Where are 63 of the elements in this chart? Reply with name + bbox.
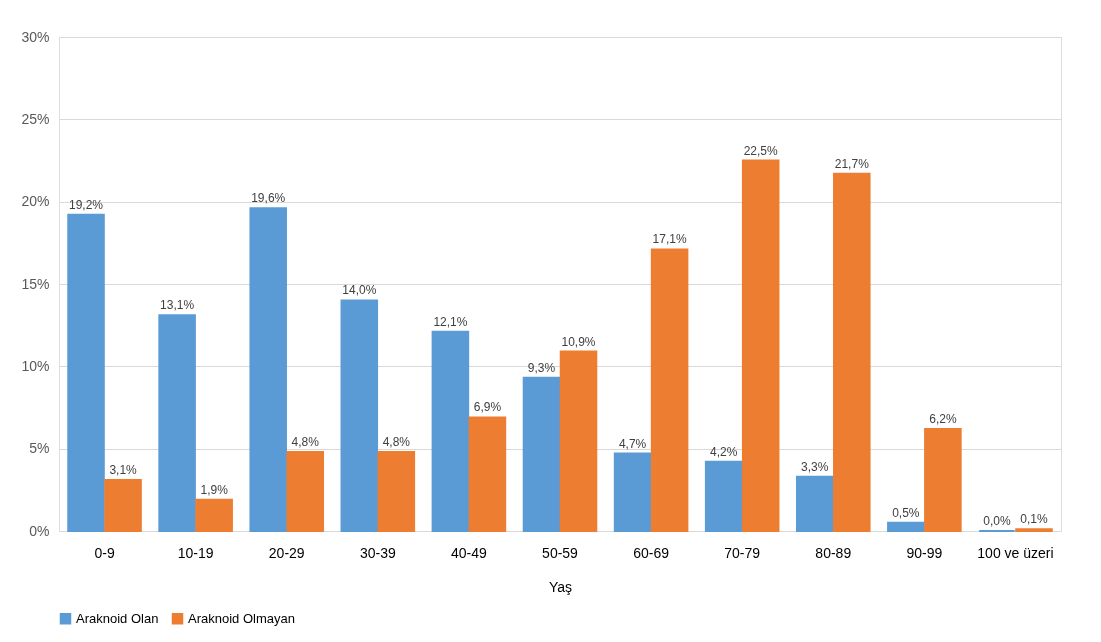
- bar: [195, 498, 233, 532]
- data-label: 3,3%: [801, 459, 829, 474]
- data-label: 6,9%: [473, 400, 502, 415]
- x-tick-label: 50-59: [542, 544, 579, 561]
- bar: [833, 172, 871, 532]
- bar: [741, 159, 780, 532]
- legend-label: Araknoid Olan: [76, 610, 159, 626]
- data-label: 17,1%: [652, 232, 687, 247]
- x-tick-label: 100 ve üzeri: [977, 544, 1054, 561]
- x-tick-label: 40-49: [451, 544, 488, 561]
- data-label: 21,7%: [834, 156, 870, 171]
- bar: [431, 330, 470, 532]
- x-axis-title: Yaş: [548, 578, 573, 595]
- y-tick-label: 25%: [21, 110, 50, 127]
- y-tick-label: 20%: [21, 193, 50, 210]
- bar: [158, 314, 196, 532]
- bar: [924, 427, 962, 532]
- bar: [887, 521, 925, 532]
- x-tick-label: 10-19: [177, 544, 214, 561]
- data-label: 4,7%: [618, 436, 647, 451]
- data-label: 6,2%: [929, 411, 957, 426]
- bar: [249, 207, 287, 532]
- data-label: 12,1%: [433, 314, 468, 329]
- bar: [377, 450, 416, 532]
- data-label: 0,5%: [892, 505, 920, 520]
- bar: [795, 475, 834, 532]
- data-label: 14,0%: [342, 283, 377, 298]
- y-tick-label: 10%: [21, 357, 50, 374]
- y-tick-label: 0%: [29, 522, 50, 539]
- x-tick-label: 80-89: [815, 544, 852, 561]
- bar: [67, 213, 105, 532]
- bar: [613, 452, 652, 532]
- x-tick-label: 70-79: [724, 544, 761, 561]
- legend-label: Araknoid Olmayan: [188, 610, 295, 626]
- data-label: 19,6%: [251, 191, 286, 206]
- bar: [104, 478, 142, 532]
- y-tick-label: 15%: [21, 275, 50, 292]
- y-tick-label: 30%: [21, 28, 50, 45]
- data-label: 3,1%: [109, 462, 138, 477]
- data-label: 13,1%: [160, 298, 195, 313]
- data-label: 9,3%: [527, 360, 556, 375]
- bar: [340, 299, 379, 532]
- bar: [559, 350, 598, 532]
- bar: [704, 460, 743, 532]
- bar: [468, 416, 507, 532]
- data-label: 1,9%: [200, 482, 229, 497]
- data-label: 10,9%: [561, 334, 596, 349]
- data-label: 0,0%: [983, 514, 1011, 528]
- x-tick-label: 90-99: [906, 544, 943, 561]
- data-label: 4,8%: [382, 434, 411, 449]
- bar: [286, 450, 325, 532]
- x-tick-label: 30-39: [359, 544, 396, 561]
- data-label: 19,2%: [69, 197, 104, 212]
- data-label: 0,1%: [1020, 512, 1048, 527]
- x-tick-label: 0-9: [94, 544, 115, 561]
- x-tick-label: 60-69: [633, 544, 670, 561]
- x-tick-label: 20-29: [268, 544, 305, 561]
- y-tick-label: 5%: [29, 440, 50, 457]
- data-label: 4,2%: [709, 444, 738, 459]
- data-label: 4,8%: [291, 434, 320, 449]
- data-label: 22,5%: [743, 143, 779, 158]
- bar: [650, 248, 689, 532]
- bar: [522, 376, 561, 532]
